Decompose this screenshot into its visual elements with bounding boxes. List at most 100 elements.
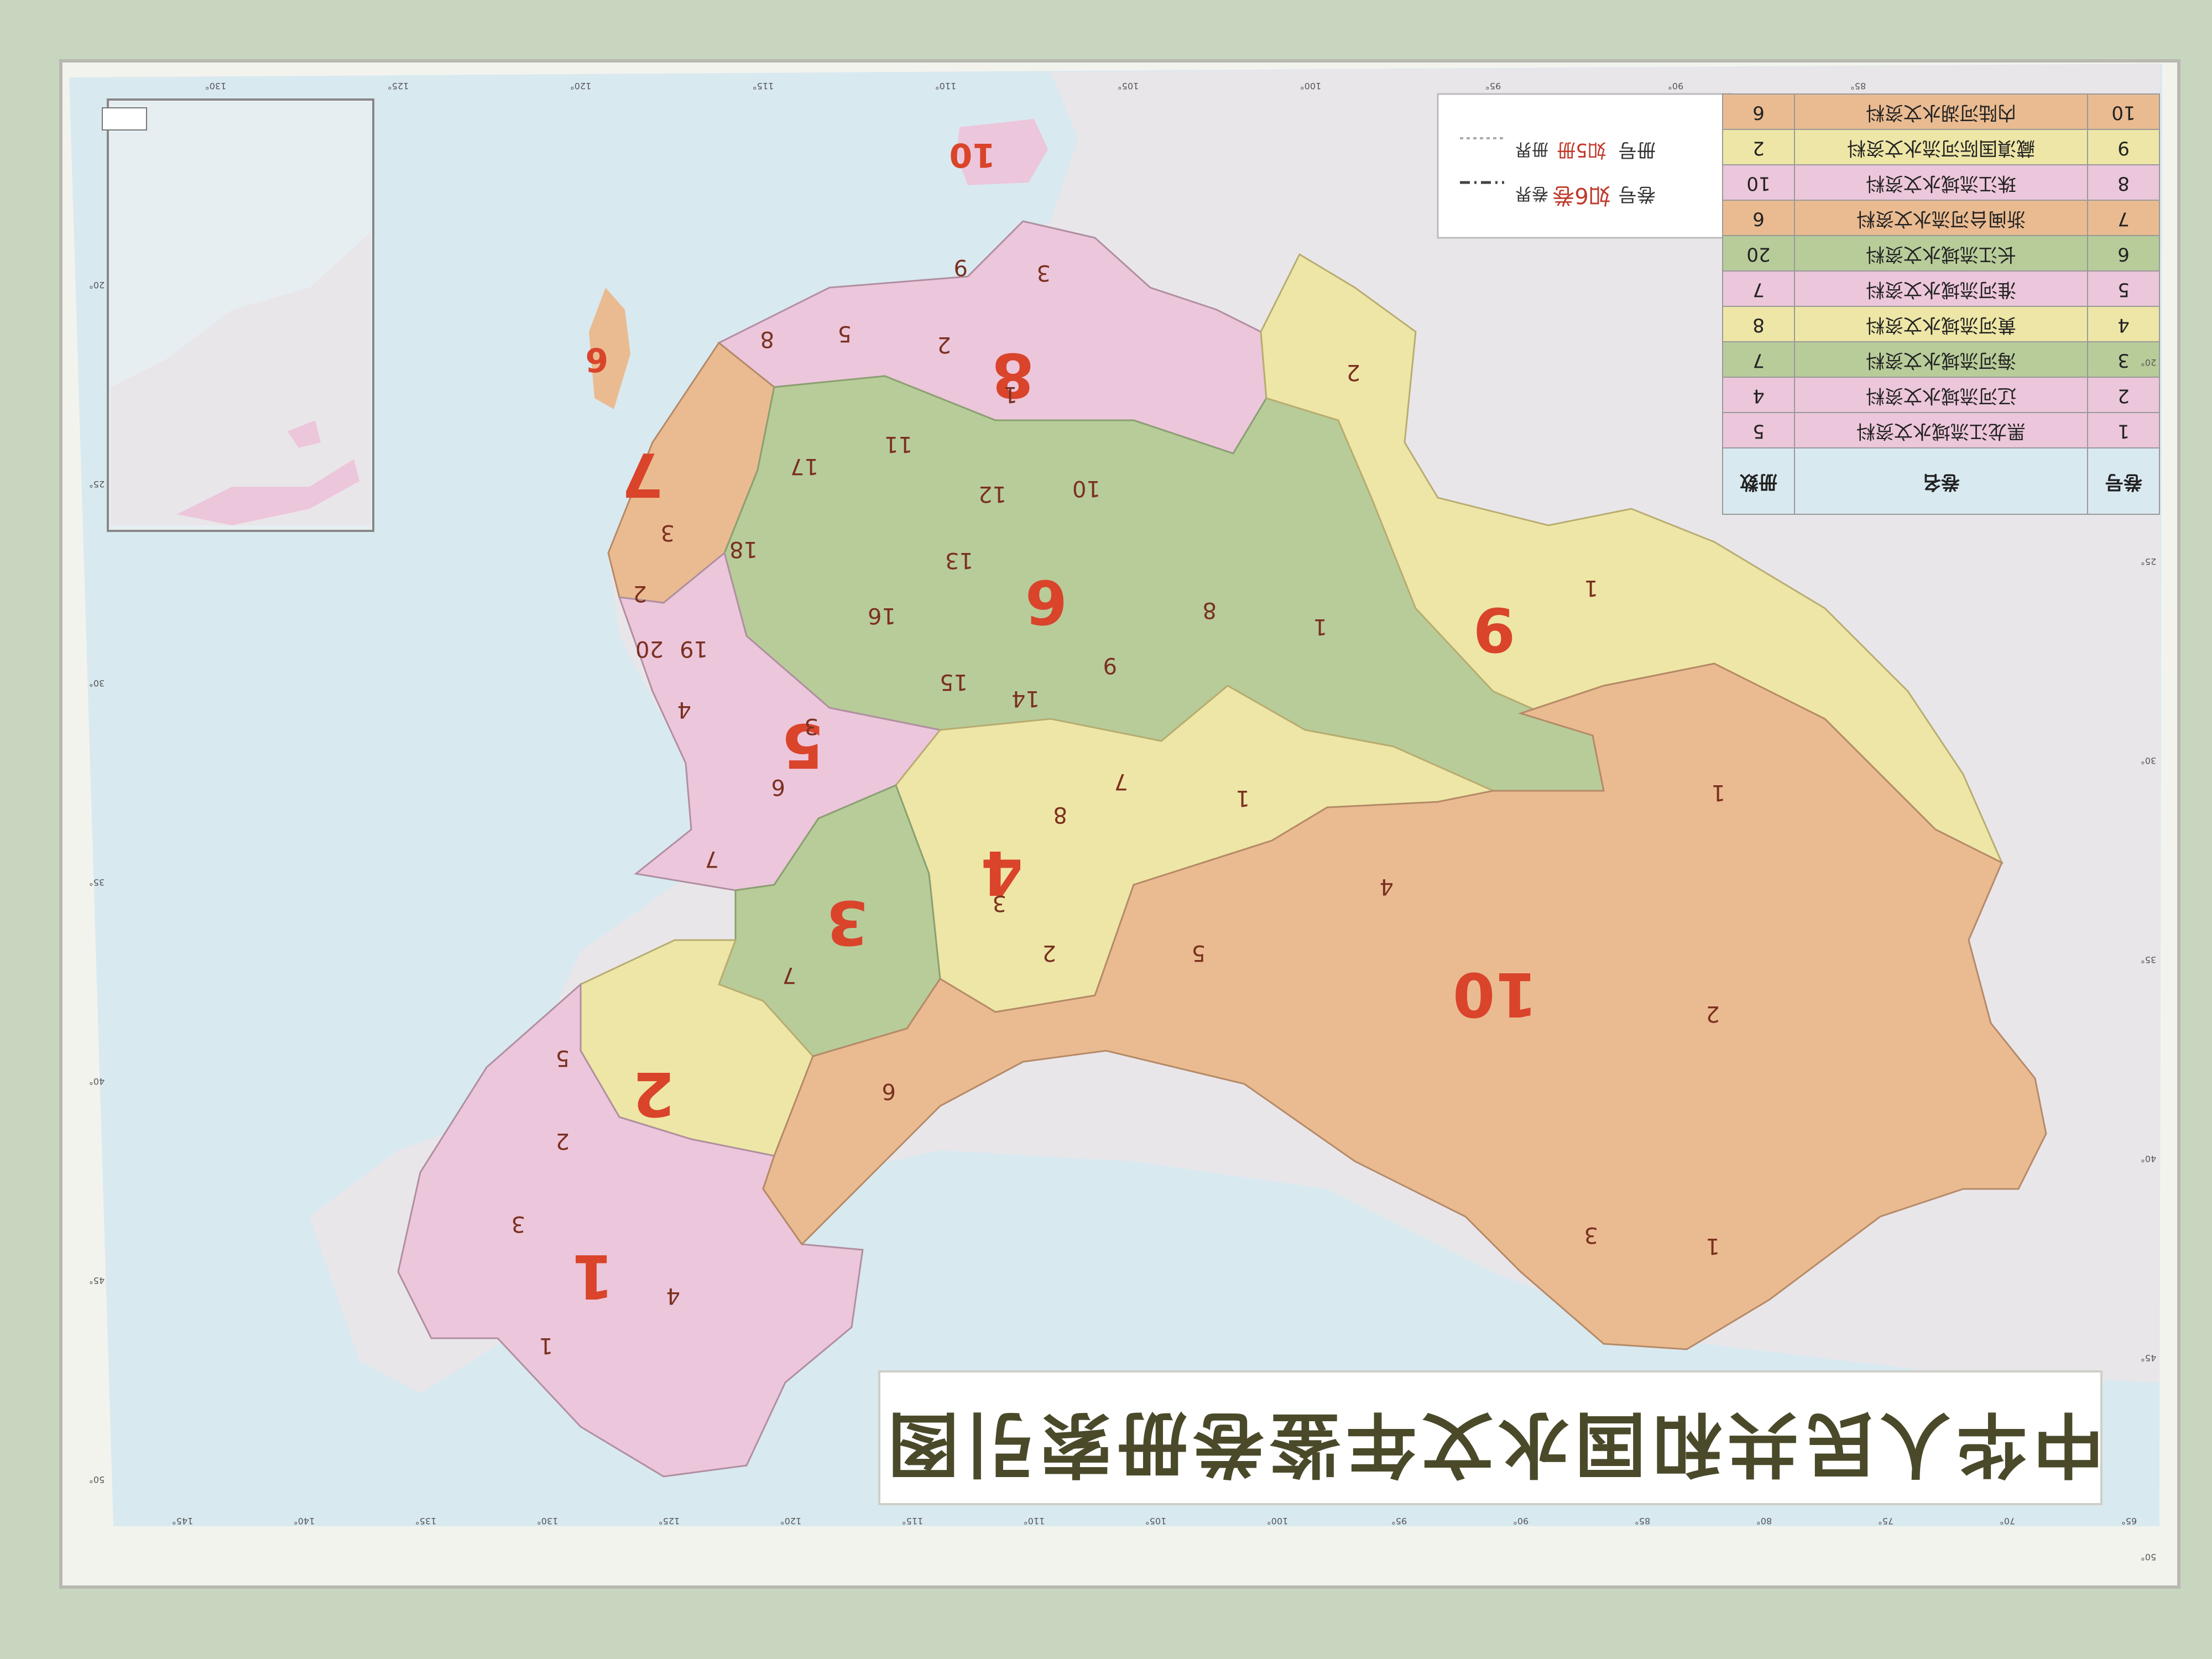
sub-label: 1 <box>1712 780 1725 805</box>
legend-cell: 黑龙江流域水文资料 <box>1856 420 2026 442</box>
longitude-tick: 75° <box>1878 1516 1893 1526</box>
legend-cell: 8 <box>2117 173 2130 195</box>
longitude-tick: 105° <box>1145 1516 1167 1526</box>
sub-label: 3 <box>1037 260 1051 285</box>
latitude-tick: 45° <box>89 1275 105 1286</box>
latitude-tick: 30° <box>2141 755 2156 766</box>
sub-label: 11 <box>884 431 912 457</box>
key-booklet-example: 如5册 <box>1557 139 1606 161</box>
region-island-top <box>957 119 1048 185</box>
region-label-5: 5 <box>781 710 824 781</box>
sub-label: 8 <box>1203 597 1217 623</box>
sub-label: 8 <box>1053 802 1067 827</box>
longitude-tick: 85° <box>1635 1516 1650 1526</box>
longitude-tick: 125° <box>388 81 409 91</box>
sub-label: 1 <box>1236 785 1250 811</box>
legend-cell: 3 <box>2117 349 2130 372</box>
legend-row <box>1722 270 2160 307</box>
region-9 <box>1260 253 2004 865</box>
latitude-tick: 40° <box>2141 1154 2156 1164</box>
sub-label: 1 <box>1584 575 1598 601</box>
region-label-1: 1 <box>571 1241 614 1312</box>
legend-row <box>1722 235 2160 272</box>
legend-cell: 4 <box>2117 314 2130 336</box>
longitude-tick: 140° <box>294 1516 315 1526</box>
legend-header-cell: 册数 <box>1740 471 1777 493</box>
key-booklet-boundary: 册界 <box>1515 139 1548 159</box>
legend-cell: 10 <box>1746 173 1770 195</box>
region-label-9: 9 <box>1473 594 1515 665</box>
region-label-3: 3 <box>826 887 868 958</box>
sub-label: 3 <box>512 1211 525 1237</box>
sub-label: 4 <box>666 1283 680 1308</box>
longitude-tick: 130° <box>537 1516 559 1526</box>
legend-cell: 海河流域水文资料 <box>1866 349 2016 372</box>
sub-label: 13 <box>945 547 973 573</box>
latitude-tick: 45° <box>2141 1353 2156 1363</box>
sub-label: 14 <box>1011 686 1040 711</box>
map-title: 中华人民共和国水文年鉴卷册索引图 <box>883 1402 2104 1485</box>
latitude-tick: 50° <box>89 1474 105 1485</box>
legend-row <box>1722 306 2160 342</box>
sub-label: 19 <box>680 636 708 661</box>
latitude-tick: 30° <box>89 678 105 688</box>
legend-cell: 2 <box>1752 137 1765 159</box>
sub-label: 1 <box>1706 1233 1720 1259</box>
longitude-tick: 125° <box>659 1516 680 1526</box>
sub-label: 7 <box>705 846 719 872</box>
legend-cell: 1 <box>2117 420 2130 442</box>
region-label-2: 2 <box>632 1058 675 1129</box>
latitude-tick: 20° <box>2141 357 2156 368</box>
region-label-island-west: 6 <box>585 340 608 379</box>
legend-row <box>1722 200 2160 236</box>
longitude-tick: 90° <box>1513 1516 1528 1526</box>
region-1 <box>397 982 864 1478</box>
longitude-tick: 115° <box>753 81 774 91</box>
sub-label: 3 <box>1584 1222 1598 1248</box>
legend-cell: 8 <box>1752 314 1765 336</box>
legend-cell: 6 <box>1752 208 1765 230</box>
sub-label: 15 <box>940 669 968 695</box>
sub-label: 2 <box>1042 940 1056 966</box>
legend-cell: 2 <box>2117 385 2130 407</box>
sub-label: 9 <box>1103 653 1117 678</box>
longitude-tick: 85° <box>1850 81 1866 91</box>
longitude-tick: 65° <box>2121 1516 2137 1526</box>
sub-label: 8 <box>760 326 774 352</box>
sub-label: 4 <box>1380 874 1394 899</box>
legend-row <box>1722 129 2160 165</box>
latitude-tick: 50° <box>2141 1552 2156 1562</box>
sub-label: 6 <box>882 1078 896 1104</box>
latitude-tick: 35° <box>2141 954 2156 965</box>
legend-cell: 辽河流域水文资料 <box>1866 385 2016 407</box>
longitude-tick: 135° <box>415 1516 437 1526</box>
key-volume-example: 如6卷 <box>1552 182 1610 208</box>
sub-label: 6 <box>771 774 785 800</box>
south-china-sea-inset <box>102 98 374 532</box>
sub-label: 2 <box>556 1128 570 1154</box>
region-label-6: 6 <box>1025 566 1067 637</box>
legend-row <box>1722 377 2160 413</box>
legend-cell: 4 <box>1752 385 1765 407</box>
latitude-tick: 40° <box>89 1076 105 1087</box>
sub-label: 18 <box>729 536 758 562</box>
region-island-west <box>589 288 630 409</box>
region-label-10: 10 <box>1453 959 1537 1030</box>
sub-label: 1 <box>539 1333 553 1358</box>
longitude-tick: 90° <box>1668 81 1683 91</box>
longitude-tick: 120° <box>780 1516 802 1526</box>
legend-cell: 黄河流域水文资料 <box>1866 314 2016 336</box>
longitude-tick: 95° <box>1391 1516 1407 1526</box>
latitude-tick: 25° <box>2141 556 2156 567</box>
longitude-tick: 70° <box>2000 1516 2015 1526</box>
sub-label: 1 <box>1313 614 1327 639</box>
legend-cell: 7 <box>2117 208 2130 230</box>
legend-cell: 淮河流域水文资料 <box>1866 279 2016 301</box>
region-label-7: 7 <box>621 439 664 510</box>
sub-label: 5 <box>1192 940 1206 966</box>
latitude-tick: 20° <box>89 280 105 290</box>
boundary-key: 册号 如5册 卷号 如6卷 册界 卷界 <box>1437 93 1732 239</box>
legend-row <box>1722 412 2160 448</box>
legend-cell: 6 <box>1752 102 1765 124</box>
sub-label: 9 <box>954 254 968 280</box>
